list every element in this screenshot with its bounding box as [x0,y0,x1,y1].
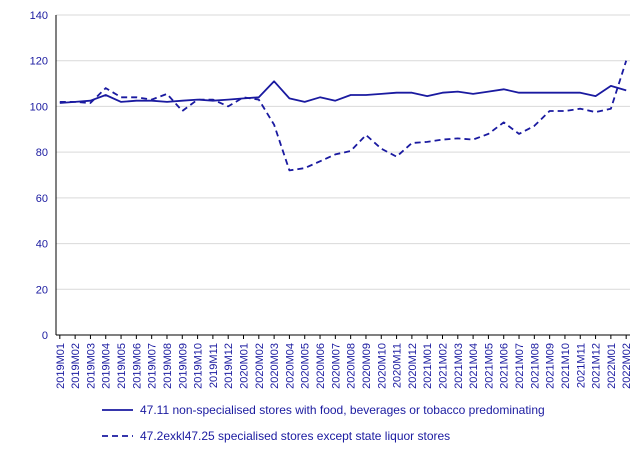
legend-entry-solid: 47.11 non-specialised stores with food, … [102,403,545,417]
legend-label-dashed: 47.2exkl47.25 specialised stores except … [140,429,450,443]
x-tick-label: 2021M05 [483,343,495,389]
x-tick-label: 2021M01 [422,343,434,389]
x-tick-label: 2021M11 [575,343,587,388]
x-tick-label: 2021M07 [514,343,526,389]
x-tick-label: 2020M01 [239,343,251,389]
x-tick-label: 2020M03 [269,343,281,389]
y-tick-label: 100 [30,101,48,113]
x-tick-label: 2019M03 [85,343,97,389]
x-tick-label: 2019M05 [116,343,128,389]
x-tick-label: 2021M12 [591,343,603,389]
x-tick-label: 2022M01 [606,343,618,389]
y-tick-label: 80 [36,147,48,159]
gridlines [56,14,630,290]
x-tick-label: 2019M12 [223,343,235,389]
x-tick-label: 2020M12 [407,343,419,389]
x-tick-label: 2022M02 [621,343,633,389]
y-tick-label: 20 [36,284,48,296]
x-tick-label: 2020M04 [284,343,296,389]
y-tick-label: 60 [36,193,48,205]
y-tick-label: 120 [30,56,48,68]
x-tick-label: 2019M06 [131,343,143,389]
x-tick-label: 2019M07 [147,343,159,389]
series-line-dashed [59,60,628,172]
x-tick-label: 2020M09 [361,343,373,389]
x-tick-label: 2020M06 [315,343,327,389]
x-tick-label: 2021M10 [560,343,572,389]
axes: 0 20 40 60 80 100 120 140 2019M01 2019M02 2019M03 2… [30,10,634,389]
x-tick-label: 2021M09 [545,343,557,389]
y-tick-label: 40 [36,239,48,251]
x-tick-label: 2021M06 [499,343,511,389]
series-lines [59,60,628,172]
x-tick-label: 2021M08 [529,343,541,389]
x-tick-label: 2020M07 [330,343,342,389]
x-tick-label: 2019M04 [101,343,113,389]
x-tick-label: 2021M02 [437,343,449,389]
x-tick-label: 2020M05 [300,343,312,389]
x-tick-label: 2019M11 [208,343,220,388]
x-tick-label: 2019M10 [193,343,205,389]
y-tick-label: 140 [30,10,48,22]
legend: 47.11 non-specialised stores with food, … [102,403,545,443]
x-tick-label: 2019M09 [177,343,189,389]
x-tick-label: 2019M02 [70,343,82,389]
x-tick-label: 2021M03 [453,343,465,389]
legend-label-solid: 47.11 non-specialised stores with food, … [140,403,545,417]
x-tick-label: 2021M04 [468,343,480,389]
series-line-solid [59,80,627,104]
legend-entry-dashed: 47.2exkl47.25 specialised stores except … [102,429,450,443]
x-tick-label: 2019M08 [162,343,174,389]
x-tick-label: 2020M10 [376,343,388,389]
x-tick-label: 2020M08 [346,343,358,389]
x-tick-label: 2020M11 [392,343,404,388]
x-tick-label: 2020M02 [254,343,266,389]
y-tick-label: 0 [42,330,48,342]
x-tick-label: 2019M01 [55,343,67,389]
